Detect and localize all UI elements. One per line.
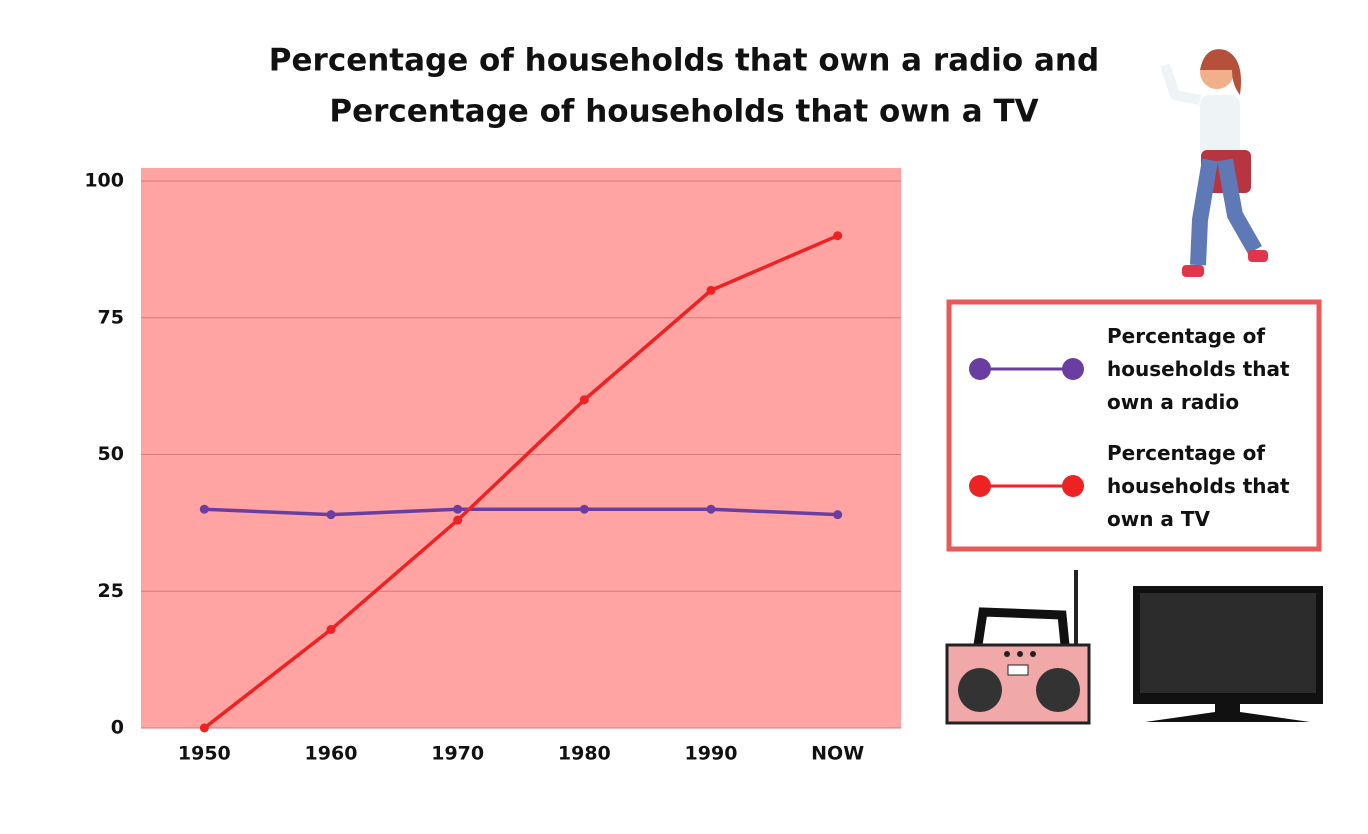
- radio-illustration: [945, 570, 1091, 725]
- tv-illustration: [1133, 586, 1323, 722]
- x-tick-label: 1960: [305, 743, 358, 765]
- series-line: [203, 234, 839, 730]
- y-tick-label: 0: [111, 717, 124, 739]
- y-tick-label: 100: [84, 170, 124, 192]
- x-tick-label: 1990: [685, 743, 738, 765]
- y-tick-label: 25: [98, 580, 124, 602]
- legend-box: [946, 299, 1322, 552]
- legend-label: Percentage of households that own a radi…: [1107, 324, 1290, 414]
- data-point: [579, 504, 589, 514]
- chart-title: Percentage of households that own a radi…: [269, 43, 1099, 79]
- data-point: [453, 504, 463, 514]
- y-tick-label: 75: [98, 306, 124, 328]
- legend-marker: [1062, 358, 1084, 380]
- plot-area: [141, 168, 901, 728]
- data-point: [706, 504, 716, 514]
- data-point: [199, 723, 209, 733]
- data-point: [579, 395, 589, 405]
- data-point: [199, 504, 209, 514]
- y-tick-label: 50: [98, 443, 124, 465]
- data-point: [453, 515, 463, 525]
- woman-illustration: [1160, 49, 1268, 277]
- x-tick-label: 1970: [431, 743, 484, 765]
- data-point: [833, 231, 843, 241]
- legend-marker: [969, 358, 991, 380]
- legend-marker: [1062, 475, 1084, 497]
- legend-label: Percentage of households that own a TV: [1107, 441, 1290, 531]
- data-point: [706, 285, 716, 295]
- data-point: [326, 625, 336, 635]
- legend-marker: [969, 475, 991, 497]
- x-tick-label: NOW: [811, 743, 864, 765]
- data-point: [833, 510, 843, 520]
- series-line: [204, 507, 838, 517]
- x-tick-label: 1980: [558, 743, 611, 765]
- x-tick-label: 1950: [178, 743, 231, 765]
- chart-title: Percentage of households that own a TV: [329, 94, 1038, 130]
- data-point: [326, 510, 336, 520]
